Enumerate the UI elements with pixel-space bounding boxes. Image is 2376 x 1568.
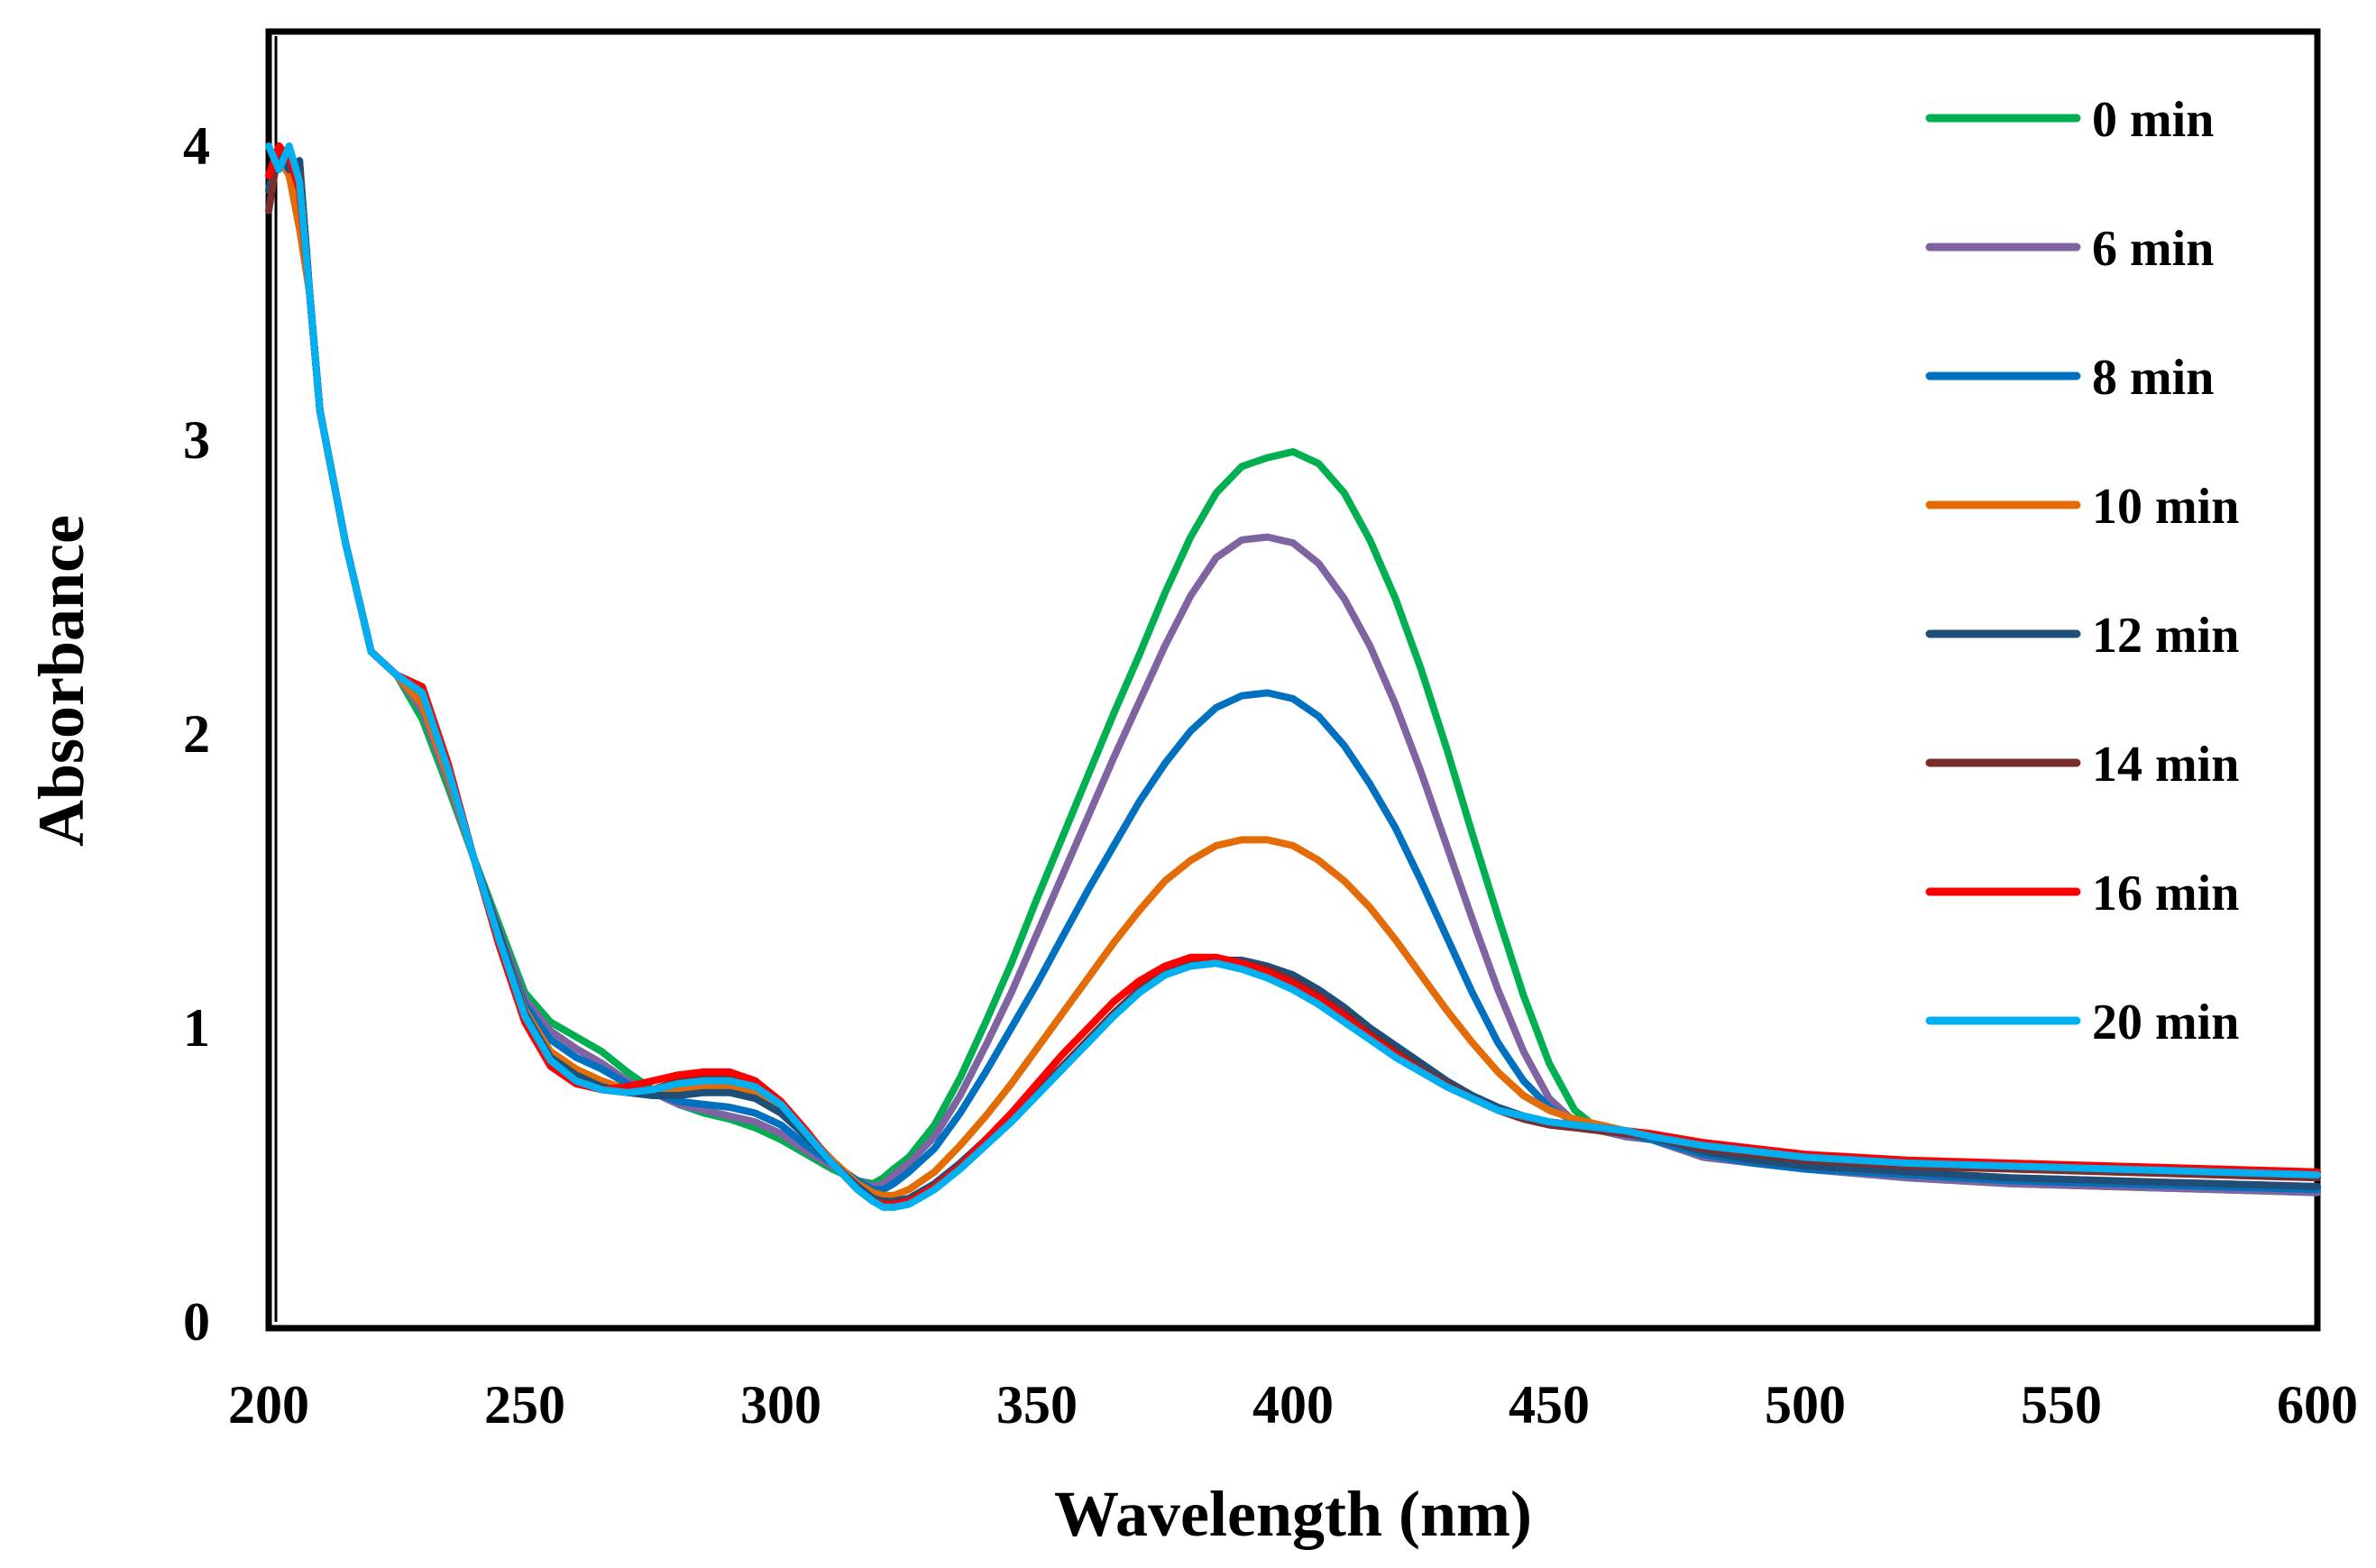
series-line-20-min	[265, 142, 2321, 1211]
x-axis-title: Wavelength (nm)	[1054, 1478, 1532, 1550]
y-tick-label-2: 2	[183, 704, 210, 764]
legend-label-14-min: 14 min	[2092, 737, 2239, 793]
legend-label-12-min: 12 min	[2092, 608, 2239, 664]
legend-label-16-min: 16 min	[2092, 866, 2239, 922]
y-axis-title: Absorbance	[25, 515, 97, 847]
x-tick-label-300: 300	[740, 1375, 821, 1435]
x-tick-label-250: 250	[484, 1375, 565, 1435]
x-tick-label-350: 350	[996, 1375, 1078, 1435]
x-tick-label-600: 600	[2277, 1375, 2358, 1435]
tick-layer: 200 250 300 350 400 450 500 550 600 0 1 2 3 4	[183, 116, 2358, 1435]
legend-label-0-min: 0 min	[2092, 92, 2214, 148]
legend-label-8-min: 8 min	[2092, 350, 2214, 406]
y-tick-label-1: 1	[183, 998, 210, 1058]
legend-label-6-min: 6 min	[2092, 221, 2214, 277]
plot-frame	[265, 28, 2321, 1332]
x-tick-label-550: 550	[2021, 1375, 2102, 1435]
y-tick-label-4: 4	[183, 116, 210, 176]
x-tick-label-500: 500	[1765, 1375, 1846, 1435]
x-tick-label-200: 200	[228, 1375, 309, 1435]
y-tick-label-0: 0	[183, 1292, 210, 1352]
x-tick-label-400: 400	[1252, 1375, 1334, 1435]
legend: 0 min 6 min 8 min 10 min 12 min 14 min 16 min 2…	[1925, 92, 2239, 1050]
y-tick-label-3: 3	[183, 410, 210, 470]
legend-label-10-min: 10 min	[2092, 479, 2239, 535]
legend-label-20-min: 20 min	[2092, 995, 2239, 1050]
series-layer	[265, 142, 2321, 1211]
x-tick-label-450: 450	[1509, 1375, 1590, 1435]
